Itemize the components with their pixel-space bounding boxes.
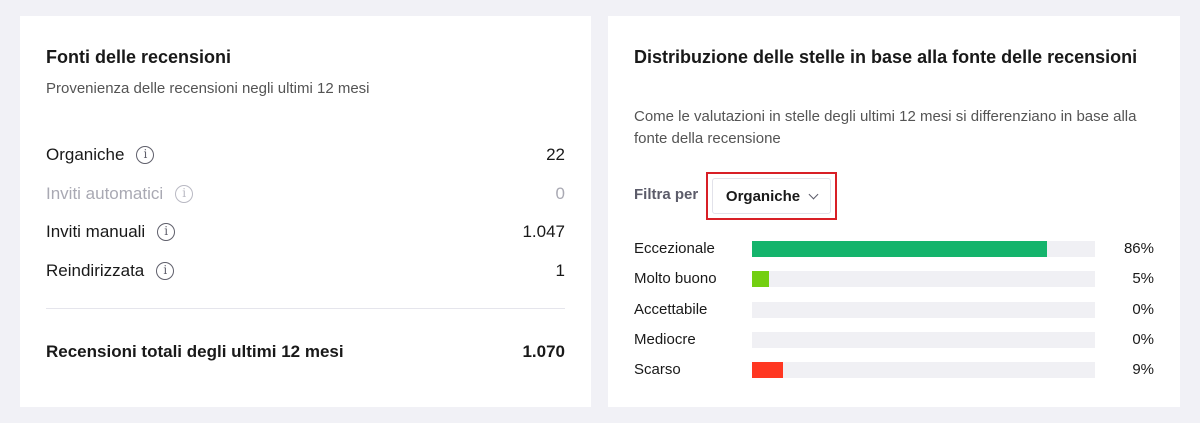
sources-subtitle: Provenienza delle recensioni negli ultim… xyxy=(46,80,370,97)
filter-label: Filtra per xyxy=(634,186,699,203)
distribution-bar-track xyxy=(752,271,1095,287)
sources-title: Fonti delle recensioni xyxy=(46,47,232,67)
filter-highlight-box: Organiche xyxy=(706,172,837,220)
info-icon[interactable]: i xyxy=(175,185,194,203)
total-value: 1.070 xyxy=(522,342,565,361)
info-icon[interactable]: i xyxy=(157,223,176,241)
distribution-percent: 5% xyxy=(1132,270,1154,287)
distribution-label: Eccezionale xyxy=(634,240,715,257)
info-icon[interactable]: i xyxy=(136,146,155,164)
filter-value: Organiche xyxy=(725,187,801,205)
distribution-percent: 0% xyxy=(1132,331,1154,348)
distribution-percent: 9% xyxy=(1132,361,1154,378)
distribution-row: Accettabile 0% xyxy=(634,300,1154,320)
source-value: 1 xyxy=(555,261,565,280)
distribution-subtitle: Come le valutazioni in stelle degli ulti… xyxy=(634,108,1137,147)
source-label: Inviti manuali xyxy=(46,222,146,241)
distribution-bar-track xyxy=(752,332,1095,348)
distribution-label: Mediocre xyxy=(634,331,696,348)
distribution-row: Eccezionale 86% xyxy=(634,239,1154,259)
source-row-automatic-invites: Inviti automatici i 0 xyxy=(46,182,565,206)
distribution-bar-fill xyxy=(752,271,770,287)
distribution-label: Molto buono xyxy=(634,270,717,287)
review-sources-card: Fonti delle recensioni Provenienza delle… xyxy=(20,16,591,407)
distribution-bar-track xyxy=(752,362,1095,378)
distribution-label: Accettabile xyxy=(634,301,708,318)
distribution-bar-fill xyxy=(752,241,1047,257)
distribution-bar-track xyxy=(752,241,1095,257)
source-label: Organiche xyxy=(46,145,125,164)
source-row-redirected: Reindirizzata i 1 xyxy=(46,259,565,283)
distribution-row: Scarso 9% xyxy=(634,360,1154,380)
filter-dropdown[interactable]: Organiche xyxy=(712,178,831,214)
total-label: Recensioni totali degli ultimi 12 mesi xyxy=(46,342,344,361)
distribution-percent: 86% xyxy=(1123,240,1154,257)
total-row: Recensioni totali degli ultimi 12 mesi 1… xyxy=(46,340,565,364)
distribution-percent: 0% xyxy=(1132,301,1154,318)
source-label: Reindirizzata xyxy=(46,261,145,280)
source-value: 0 xyxy=(555,184,565,203)
divider xyxy=(46,308,565,309)
distribution-row: Mediocre 0% xyxy=(634,330,1154,350)
distribution-row: Molto buono 5% xyxy=(634,269,1154,289)
distribution-title: Distribuzione delle stelle in base alla … xyxy=(634,47,1138,67)
source-label: Inviti automatici xyxy=(46,184,164,203)
distribution-bar-fill xyxy=(752,362,783,378)
star-distribution-card: Distribuzione delle stelle in base alla … xyxy=(608,16,1180,407)
source-row-organic: Organiche i 22 xyxy=(46,143,565,167)
source-row-manual-invites: Inviti manuali i 1.047 xyxy=(46,220,565,244)
chevron-down-icon xyxy=(808,189,819,199)
source-value: 1.047 xyxy=(522,222,565,241)
distribution-label: Scarso xyxy=(634,361,681,378)
source-value: 22 xyxy=(546,145,565,164)
distribution-bar-track xyxy=(752,302,1095,318)
info-icon[interactable]: i xyxy=(156,262,175,280)
